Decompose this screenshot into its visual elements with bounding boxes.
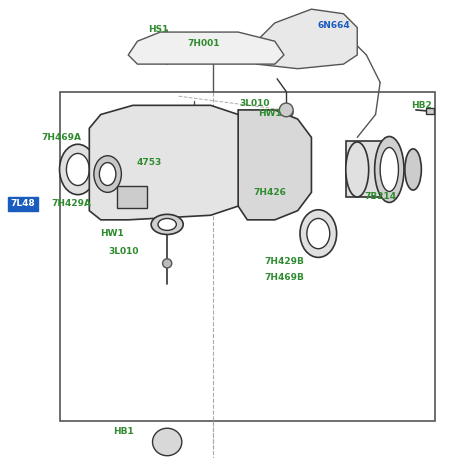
Text: HB1: HB1 <box>113 427 134 436</box>
Bar <box>117 186 147 208</box>
Text: 7H426: 7H426 <box>254 188 287 197</box>
Ellipse shape <box>375 136 404 202</box>
Ellipse shape <box>346 142 369 197</box>
Polygon shape <box>128 32 284 64</box>
Bar <box>346 141 389 197</box>
Polygon shape <box>238 110 311 220</box>
Bar <box>426 108 434 114</box>
Text: HS1: HS1 <box>148 25 168 34</box>
Text: 7L48: 7L48 <box>11 199 35 208</box>
Circle shape <box>282 107 293 118</box>
Circle shape <box>164 38 171 46</box>
Text: 7H469B: 7H469B <box>264 273 304 282</box>
Text: 7H429B: 7H429B <box>264 256 304 266</box>
Text: 7H469A: 7H469A <box>42 133 82 142</box>
Ellipse shape <box>307 218 330 249</box>
Ellipse shape <box>405 149 421 190</box>
Ellipse shape <box>99 163 116 185</box>
Polygon shape <box>89 105 247 220</box>
Text: 7B214: 7B214 <box>364 192 396 202</box>
Ellipse shape <box>153 428 182 456</box>
Ellipse shape <box>151 214 183 234</box>
Ellipse shape <box>158 218 176 230</box>
Ellipse shape <box>94 156 121 192</box>
Text: 4753: 4753 <box>136 158 162 167</box>
Text: HB2: HB2 <box>411 101 432 110</box>
Ellipse shape <box>380 147 398 191</box>
Text: 7H429A: 7H429A <box>51 199 91 208</box>
Ellipse shape <box>300 210 337 257</box>
Text: HW1: HW1 <box>100 229 124 238</box>
Ellipse shape <box>60 144 96 195</box>
Text: 6N664: 6N664 <box>318 21 351 30</box>
Text: 7H001: 7H001 <box>188 39 220 48</box>
Text: HW1: HW1 <box>258 109 282 118</box>
Polygon shape <box>252 9 357 69</box>
Text: 3L010: 3L010 <box>239 98 269 108</box>
Ellipse shape <box>66 153 89 185</box>
Text: 3L010: 3L010 <box>109 247 139 256</box>
Circle shape <box>163 259 172 268</box>
Circle shape <box>279 103 293 117</box>
Bar <box>60 92 435 421</box>
